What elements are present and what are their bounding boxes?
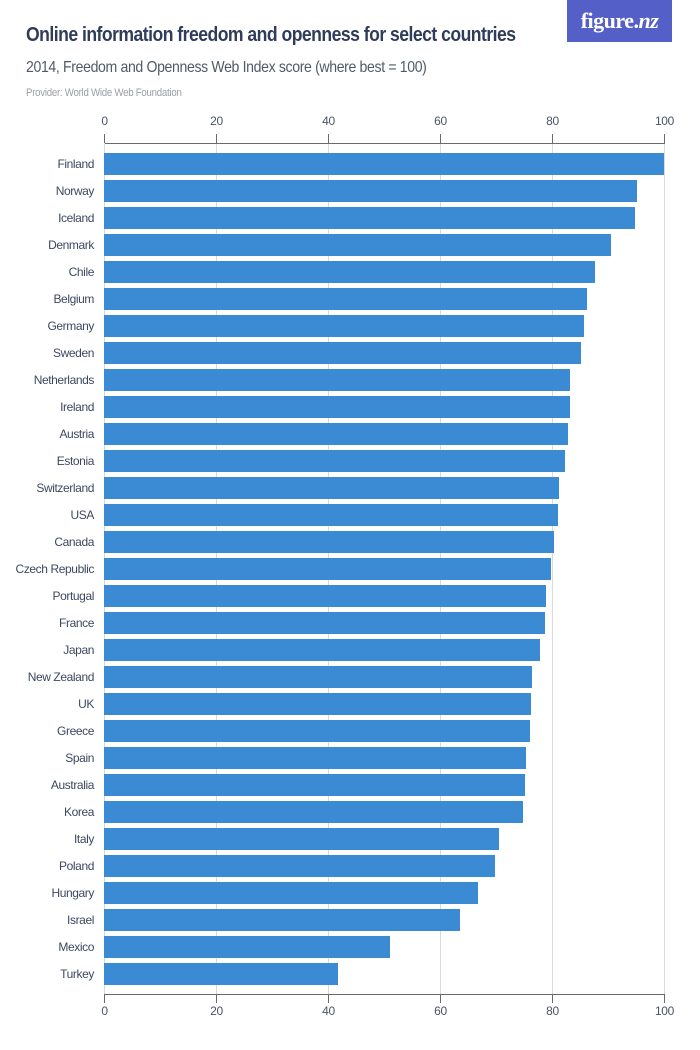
x-tick-label-bottom: 80: [546, 1004, 559, 1018]
category-label: Turkey: [60, 967, 94, 981]
category-label: Spain: [65, 751, 94, 765]
category-label: Iceland: [58, 211, 94, 225]
bar[interactable]: [104, 612, 545, 634]
bar[interactable]: [104, 936, 391, 958]
x-tick-label-top: 100: [654, 114, 675, 128]
logo-text-accent: nz: [638, 8, 659, 33]
x-tick-top: [440, 134, 441, 143]
bar[interactable]: [104, 477, 560, 499]
category-label: USA: [70, 508, 95, 522]
x-tick-label-bottom: 0: [101, 1004, 108, 1018]
bar[interactable]: [104, 423, 568, 445]
bar[interactable]: [104, 720, 531, 742]
bar[interactable]: [104, 504, 559, 526]
x-tick-bottom: [216, 994, 217, 1003]
category-label: Australia: [50, 778, 94, 792]
category-label: Switzerland: [36, 481, 94, 495]
category-label: Israel: [67, 913, 94, 927]
bar[interactable]: [104, 288, 587, 310]
x-tick-label-top: 80: [546, 114, 559, 128]
bar[interactable]: [104, 558, 551, 580]
bar[interactable]: [104, 234, 611, 256]
category-label: Hungary: [51, 886, 94, 900]
x-tick-top: [216, 134, 217, 143]
category-label: Estonia: [56, 454, 95, 468]
category-label: Norway: [55, 184, 95, 198]
x-tick-bottom: [328, 994, 329, 1003]
x-axis-bottom: [104, 994, 665, 995]
bar[interactable]: [104, 261, 596, 283]
gridline: [552, 143, 553, 994]
category-label: Denmark: [48, 238, 94, 252]
bar[interactable]: [104, 882, 478, 904]
bar[interactable]: [104, 153, 664, 175]
category-label: Chile: [68, 265, 95, 279]
x-tick-label-bottom: 20: [210, 1004, 223, 1018]
bar[interactable]: [104, 531, 554, 553]
category-label: Mexico: [58, 940, 94, 954]
x-tick-label-bottom: 40: [322, 1004, 335, 1018]
bar[interactable]: [104, 828, 499, 850]
bar[interactable]: [104, 639, 541, 661]
x-tick-label-top: 0: [101, 114, 108, 128]
category-label: Poland: [59, 859, 94, 873]
category-label: Netherlands: [33, 373, 95, 387]
bar[interactable]: [104, 963, 338, 985]
x-tick-top: [104, 134, 105, 143]
bar[interactable]: [104, 180, 637, 202]
figure-nz-logo[interactable]: figure. nz: [567, 0, 672, 42]
category-label: Italy: [73, 832, 94, 846]
bar[interactable]: [104, 774, 526, 796]
bar[interactable]: [104, 693, 531, 715]
bar[interactable]: [104, 342, 581, 364]
category-label: Greece: [57, 724, 94, 738]
category-label: Austria: [59, 427, 94, 441]
category-label: Sweden: [53, 346, 94, 360]
x-tick-top: [328, 134, 329, 143]
category-label: France: [59, 616, 94, 630]
bar[interactable]: [104, 369, 571, 391]
bar[interactable]: [104, 207, 636, 229]
bar[interactable]: [104, 450, 566, 472]
bar[interactable]: [104, 666, 532, 688]
x-tick-bottom: [104, 994, 105, 1003]
x-tick-bottom: [552, 994, 553, 1003]
category-label: Germany: [47, 319, 94, 333]
x-tick-top: [664, 134, 665, 143]
category-label: Canada: [54, 535, 94, 549]
category-label: Finland: [57, 157, 94, 171]
category-label: Korea: [63, 805, 94, 819]
category-label: Japan: [63, 643, 94, 657]
provider-credit: Provider: World Wide Web Foundation: [26, 87, 182, 99]
chart-subtitle: 2014, Freedom and Openness Web Index sco…: [26, 59, 427, 76]
bar[interactable]: [104, 396, 571, 418]
logo-text: figure.: [580, 8, 639, 33]
category-label: Belgium: [53, 292, 94, 306]
category-label: Czech Republic: [15, 562, 95, 576]
x-axis-top: [104, 143, 665, 144]
bar[interactable]: [104, 909, 460, 931]
x-tick-label-bottom: 100: [654, 1004, 675, 1018]
bar[interactable]: [104, 315, 585, 337]
category-label: UK: [78, 697, 94, 711]
x-tick-bottom: [440, 994, 441, 1003]
x-tick-top: [552, 134, 553, 143]
chart-title: Online information freedom and openness …: [26, 24, 516, 46]
x-tick-label-top: 20: [210, 114, 223, 128]
bar[interactable]: [104, 747, 526, 769]
x-tick-label-top: 40: [322, 114, 335, 128]
gridline: [664, 143, 665, 994]
category-label: New Zealand: [27, 670, 95, 684]
category-label: Ireland: [60, 400, 94, 414]
bar[interactable]: [104, 585, 547, 607]
bar[interactable]: [104, 801, 524, 823]
x-tick-label-top: 60: [434, 114, 447, 128]
x-tick-label-bottom: 60: [434, 1004, 447, 1018]
x-tick-bottom: [664, 994, 665, 1003]
bar[interactable]: [104, 855, 495, 877]
category-label: Portugal: [52, 589, 95, 603]
